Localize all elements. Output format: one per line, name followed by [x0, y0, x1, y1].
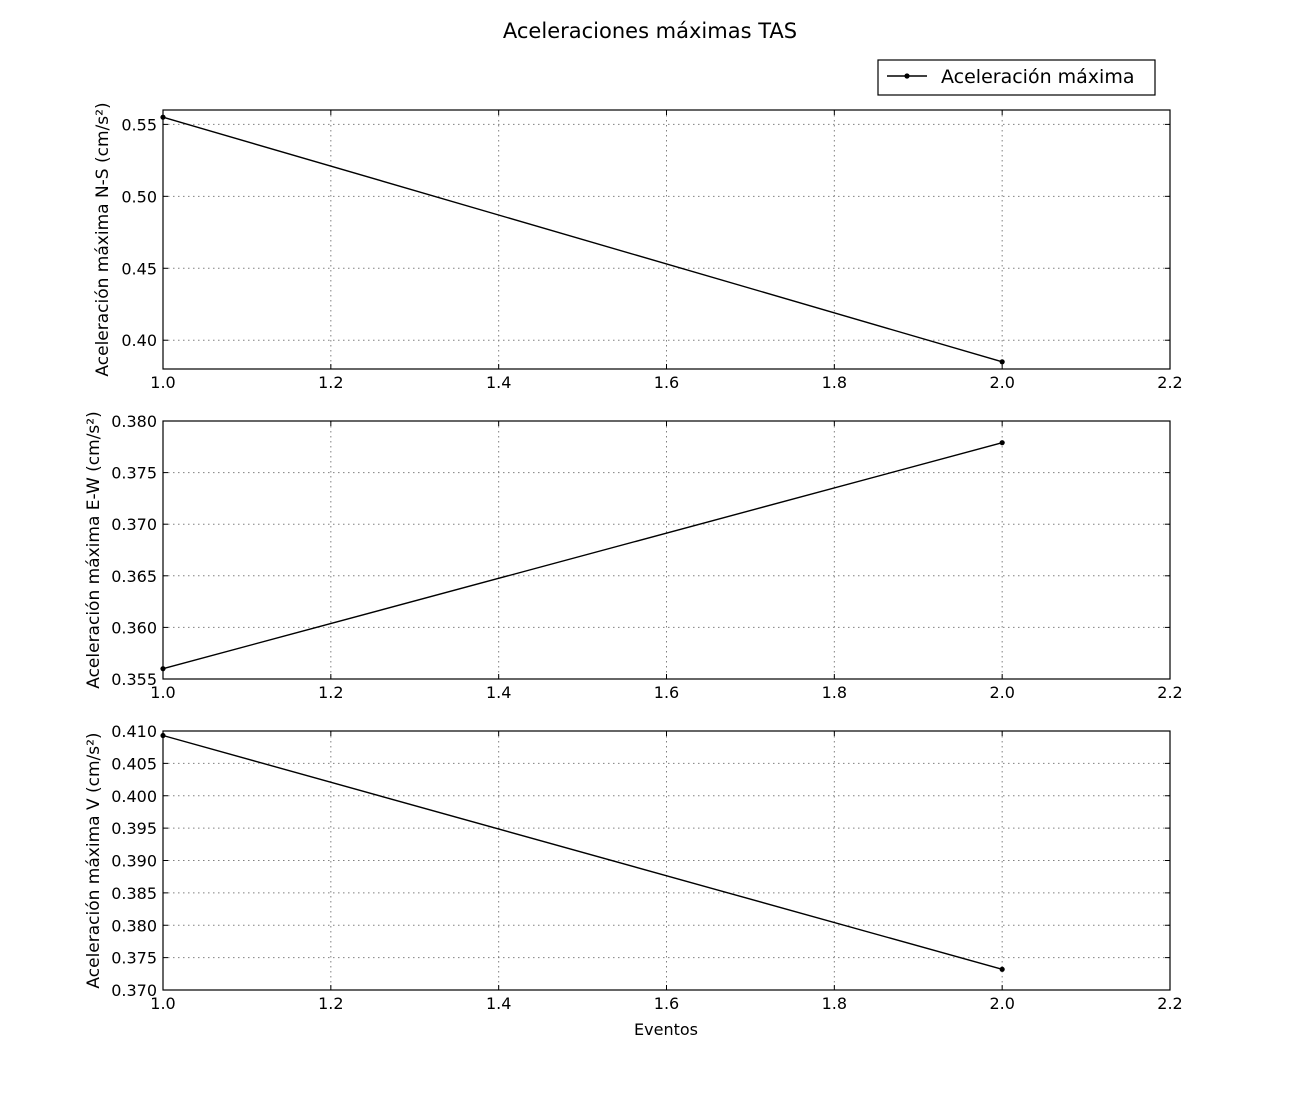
x-tick-label: 2.2 [1157, 683, 1182, 702]
x-tick-label: 1.2 [318, 683, 343, 702]
y-tick-label: 0.385 [111, 884, 157, 903]
x-tick-label: 1.8 [822, 683, 847, 702]
panels: 1.0 1.2 1.4 1.6 1.8 2.0 2.2 0.40 0.45 0.50 0.55 Ace… [84, 102, 1183, 1013]
y-axis-label: Aceleración máxima V (cm/s²) [84, 732, 104, 988]
x-tick-label: 2.0 [989, 373, 1014, 392]
x-tick-label: 2.0 [989, 683, 1014, 702]
y-tick-label: 0.370 [111, 981, 157, 1000]
y-tick-label: 0.380 [111, 916, 157, 935]
x-tick-label: 1.6 [654, 994, 679, 1013]
y-tick-label: 0.405 [111, 754, 157, 773]
x-tick-label: 1.0 [150, 373, 175, 392]
panel-ew: 1.0 1.2 1.4 1.6 1.8 2.0 2.2 0.355 0.360 0.365 0.37… [84, 411, 1183, 702]
x-tick-label: 1.4 [486, 373, 511, 392]
series-line [162, 116, 1003, 363]
x-tick-label: 1.0 [150, 683, 175, 702]
x-tick-label: 1.0 [150, 994, 175, 1013]
y-tick-label: 0.375 [111, 464, 157, 483]
y-tick-label: 0.375 [111, 949, 157, 968]
data-point [999, 966, 1005, 972]
x-tick-label: 2.2 [1157, 373, 1182, 392]
y-tick-label: 0.390 [111, 852, 157, 871]
data-point [999, 440, 1005, 446]
x-tick-label: 2.2 [1157, 994, 1182, 1013]
x-tick-label: 1.8 [822, 373, 847, 392]
legend: Aceleración máxima [877, 59, 1156, 96]
series-line [162, 734, 1003, 970]
y-tick-label: 0.395 [111, 819, 157, 838]
x-tick-label: 1.4 [486, 683, 511, 702]
x-tick-label: 1.2 [318, 373, 343, 392]
y-axis-label: Aceleración máxima E-W (cm/s²) [84, 411, 104, 689]
y-tick-label: 0.45 [121, 259, 157, 278]
panel-v: 1.0 1.2 1.4 1.6 1.8 2.0 2.2 0.370 0.375 0.380 0.38… [84, 722, 1183, 1013]
y-axis-label: Aceleración máxima N-S (cm/s²) [93, 102, 113, 376]
legend-marker [904, 73, 910, 79]
legend-label: Aceleración máxima [941, 66, 1134, 88]
y-tick-label: 0.355 [111, 670, 157, 689]
plot-frame [162, 420, 1171, 680]
x-tick-label: 1.6 [654, 683, 679, 702]
x-axis-label: Eventos [634, 1020, 698, 1039]
data-point [999, 359, 1005, 365]
y-tick-label: 0.400 [111, 787, 157, 806]
y-tick-label: 0.380 [111, 412, 157, 431]
x-tick-label: 1.6 [654, 373, 679, 392]
x-tick-label: 1.8 [822, 994, 847, 1013]
y-tick-label: 0.365 [111, 567, 157, 586]
x-tick-label: 2.0 [989, 994, 1014, 1013]
chart-title: Aceleraciones máximas TAS [503, 19, 797, 43]
y-tick-label: 0.370 [111, 515, 157, 534]
y-tick-label: 0.360 [111, 618, 157, 637]
x-tick-label: 1.2 [318, 994, 343, 1013]
series-line [162, 442, 1003, 670]
y-tick-label: 0.50 [121, 187, 157, 206]
x-tick-label: 1.4 [486, 994, 511, 1013]
y-tick-label: 0.55 [121, 115, 157, 134]
legend-box [877, 59, 1156, 96]
y-tick-label: 0.410 [111, 722, 157, 741]
panel-ns: 1.0 1.2 1.4 1.6 1.8 2.0 2.2 0.40 0.45 0.50 0.55 Ace… [93, 102, 1183, 392]
y-tick-label: 0.40 [121, 331, 157, 350]
